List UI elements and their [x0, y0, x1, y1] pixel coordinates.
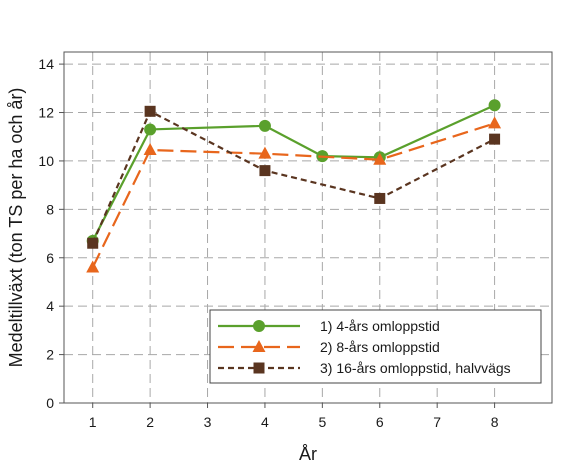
series-2-point — [373, 152, 387, 165]
y-tick-label: 8 — [46, 201, 54, 217]
series-2-point — [143, 143, 157, 156]
x-tick-label: 5 — [318, 414, 326, 430]
series-3-point — [374, 192, 386, 204]
series-1-point — [144, 123, 157, 136]
y-tick-label: 12 — [38, 105, 54, 121]
legend-marker — [253, 320, 265, 332]
x-tick-label: 3 — [204, 414, 212, 430]
y-tick-label: 4 — [46, 298, 54, 314]
legend-marker — [253, 362, 265, 374]
series — [86, 99, 502, 273]
series-1-point — [258, 119, 271, 132]
legend: 1) 4-års omloppstid 2) 8-års omloppstid 3)… — [209, 309, 542, 384]
series-1-point — [488, 99, 501, 112]
series-2-point — [86, 260, 100, 273]
x-tick-label: 8 — [491, 414, 499, 430]
x-tick-label: 6 — [376, 414, 384, 430]
y-tick-label: 14 — [38, 56, 54, 72]
series-1-line — [91, 104, 496, 242]
legend-marker — [252, 340, 266, 352]
y-tick-label: 0 — [46, 395, 54, 411]
series-3-point — [259, 165, 271, 177]
x-tick-label: 7 — [433, 414, 441, 430]
series-2-point — [488, 116, 502, 129]
x-tick-label: 1 — [89, 414, 97, 430]
legend-label: 2) 8-års omloppstid — [320, 339, 440, 355]
x-tick-label: 2 — [146, 414, 154, 430]
y-tick-label: 6 — [46, 250, 54, 266]
legend-entry-2: 2) 8-års omloppstid — [218, 339, 440, 355]
legend-label: 1) 4-års omloppstid — [320, 318, 440, 334]
legend-label: 3) 16-års omloppstid, halvvägs — [320, 360, 511, 376]
series-3-point — [489, 133, 501, 145]
x-axis-title: År — [299, 444, 317, 464]
series-2-point — [258, 146, 272, 159]
series-3-point — [87, 237, 99, 249]
y-tick-label: 2 — [46, 347, 54, 363]
legend-entry-3: 3) 16-års omloppstid, halvvägs — [218, 360, 511, 376]
series-2 — [86, 116, 502, 273]
legend-entry-1: 1) 4-års omloppstid — [218, 318, 440, 334]
y-tick-label: 10 — [38, 153, 54, 169]
x-tick-label: 4 — [261, 414, 269, 430]
y-axis-title: Medeltillväxt (ton TS per ha och år) — [6, 88, 26, 368]
series-3 — [87, 105, 501, 249]
plot-frame — [63, 51, 553, 404]
series-3-point — [144, 105, 156, 117]
